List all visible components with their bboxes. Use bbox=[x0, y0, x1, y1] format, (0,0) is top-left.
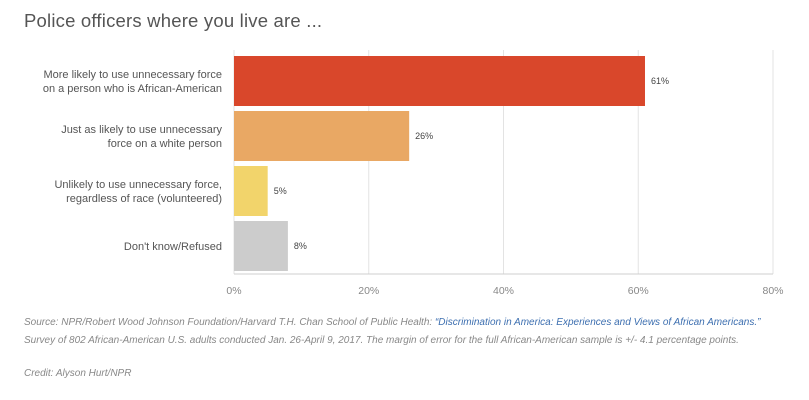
x-tick-label: 0% bbox=[226, 285, 241, 297]
x-tick-label: 80% bbox=[762, 285, 783, 297]
bar bbox=[234, 166, 268, 216]
bar bbox=[234, 56, 645, 106]
value-label: 26% bbox=[415, 131, 433, 141]
value-label: 5% bbox=[274, 186, 287, 196]
bar bbox=[234, 221, 288, 271]
bar bbox=[234, 111, 410, 161]
category-label: Unlikely to use unnecessary force, regard… bbox=[54, 179, 222, 205]
source-note: Source: NPR/Robert Wood Johnson Foundati… bbox=[24, 314, 784, 350]
x-tick-label: 60% bbox=[628, 285, 649, 297]
source-prefix: Source: NPR/Robert Wood Johnson Foundati… bbox=[24, 317, 435, 328]
value-label: 61% bbox=[651, 76, 669, 86]
category-label: Just as likely to use unnecessary force o… bbox=[61, 124, 222, 150]
chart-title: Police officers where you live are ... bbox=[24, 10, 323, 31]
credit-line: Credit: Alyson Hurt/NPR bbox=[24, 368, 132, 379]
value-label: 8% bbox=[294, 241, 307, 251]
bar-chart: 0% 20% 40% 60% 80% 61% More likely to use unne… bbox=[43, 50, 784, 297]
category-label: More likely to use unnecessary force on a… bbox=[43, 69, 222, 95]
x-tick-label: 20% bbox=[358, 285, 379, 297]
source-link[interactable]: “Discrimination in America: Experiences … bbox=[434, 317, 761, 328]
x-tick-label: 40% bbox=[493, 285, 514, 297]
category-label: Don't know/Refused bbox=[124, 241, 222, 253]
source-suffix: Survey of 802 African-American U.S. adul… bbox=[24, 335, 739, 346]
